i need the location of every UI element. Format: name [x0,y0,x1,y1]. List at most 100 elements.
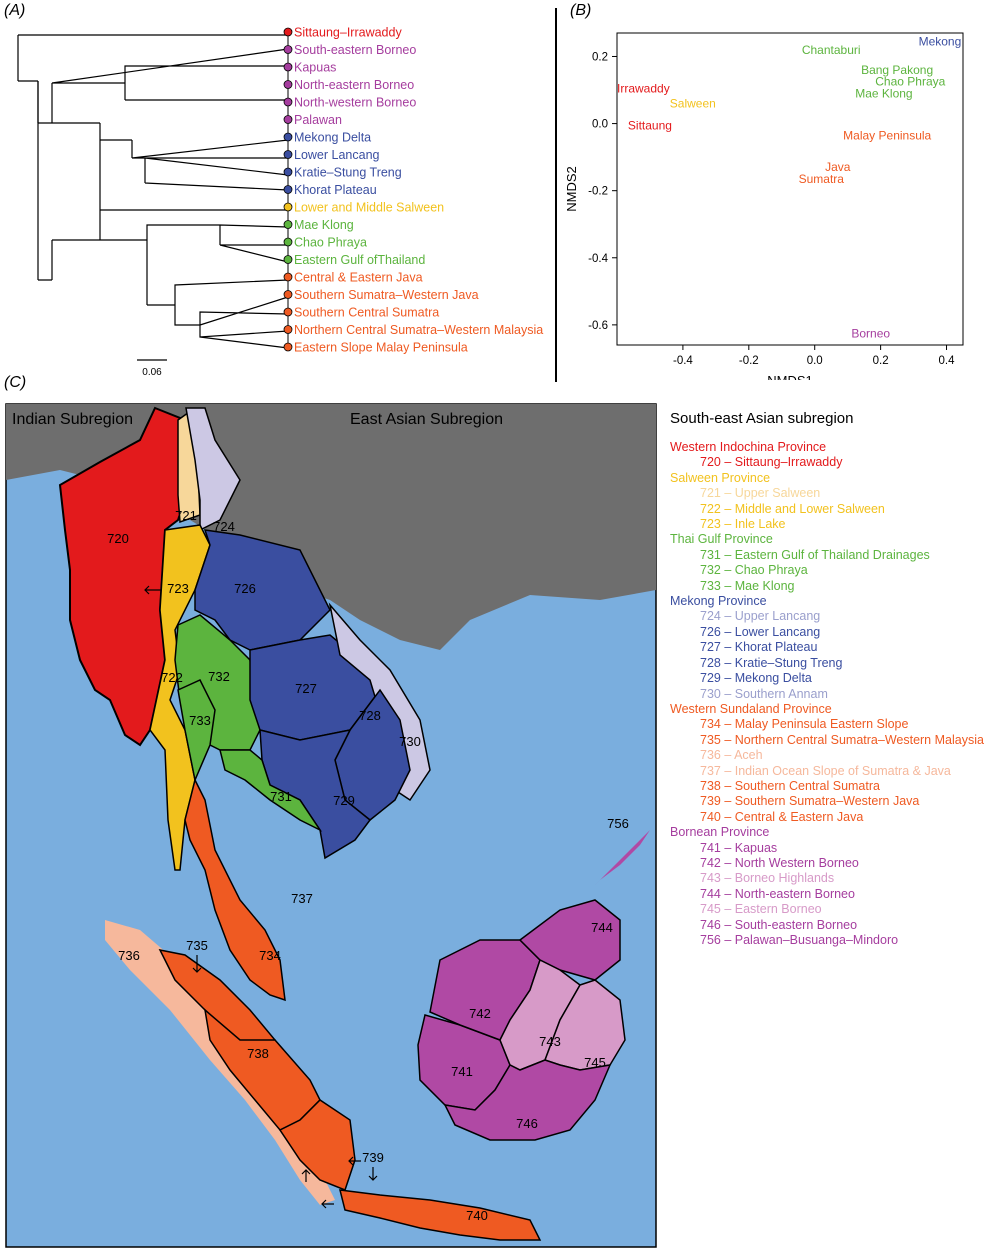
map-arrow [368,1167,378,1181]
legend-province: Western Sundaland Province [670,701,832,716]
legend-item: 737 – Indian Ocean Slope of Sumatra & Ja… [700,763,951,778]
tree-tip-label: North-western Borneo [294,96,416,110]
panel-c-label: (C) [4,374,27,391]
legend-item: 745 – Eastern Borneo [700,902,822,917]
tree-tip-label: Khorat Plateau [294,183,377,197]
indian-subregion-label: Indian Subregion [12,411,133,428]
legend-item: 721 – Upper Salween [700,486,821,501]
region-756 [595,830,650,885]
region-label-726: 726 [234,581,256,596]
tree-tip-label: Southern Central Sumatra [294,306,439,320]
tree-tip-marker [283,202,293,212]
tree-branches [17,34,289,280]
region-label-746: 746 [516,1116,538,1131]
legend-item: 731 – Eastern Gulf of Thailand Drainages [700,547,930,562]
east-asian-subregion-label: East Asian Subregion [350,411,503,428]
tree-branch-1 [52,140,289,263]
region-label-756: 756 [607,816,629,831]
legend-item: 729 – Mekong Delta [700,671,812,686]
region-label-734: 734 [259,948,281,963]
y-tick-label: -0.6 [588,320,608,332]
tree-tip-label: Eastern Gulf ofThailand [294,253,425,267]
legend-item: 734 – Malay Peninsula Eastern Slope [700,717,909,732]
tree-tip-label: Mekong Delta [294,131,371,145]
legend-item: 728 – Kratie–Stung Treng [700,655,843,670]
region-label-745: 745 [584,1055,606,1070]
region-label-743: 743 [539,1034,561,1049]
y-tick-label: -0.2 [588,186,608,198]
tree-tip-label: Northern Central Sumatra–Western Malaysi… [294,323,543,337]
legend-province: Western Indochina Province [670,440,827,454]
region-label-729: 729 [333,793,355,808]
phylogenetic-tree: Sittaung–Irrawaddy South-eastern Borneo Ka… [17,26,543,378]
legend-item: 726 – Lower Lancang [700,624,821,639]
region-label-730: 730 [399,734,421,749]
tree-tip-label: Chao Phraya [294,236,367,250]
tree-tip-marker [283,220,293,229]
legend-province: Salween Province [670,470,771,485]
tree-tip-marker [283,307,293,317]
tree-tip-marker [283,115,293,124]
tree-tip-marker [283,150,293,159]
nmds-plot: -0.4 -0.2 0.0 0.2 0.4 0.2 0.0 -0.2 -0.4 -0.6 NMDS1… [564,32,964,380]
nmds-point-label: Malay Peninsula [843,128,931,142]
tree-tip-label: North-eastern Borneo [294,78,414,92]
x-tick-label: 0.0 [807,355,823,367]
legend-item: 742 – North Western Borneo [700,855,859,870]
tree-tip-label: Mae Klong [294,218,354,232]
nmds-point-label: Mae Klong [855,86,912,100]
legend-item: 740 – Central & Eastern Java [700,809,864,824]
tree-tip-label: Lower Lancang [294,148,380,162]
map-arrow [321,1199,334,1209]
map-arrow [192,955,202,973]
region-label-721: 721 [175,508,197,523]
region-739 [278,1099,356,1191]
x-tick-label: 0.4 [939,355,956,367]
legend-item: 727 – Khorat Plateau [700,640,818,655]
legend-title: South-east Asian subregion [670,410,854,427]
map-labels: 720 721 722 723 724 726 727 728 729 730 731 732 733 7… [107,508,629,1223]
legend-item: 733 – Mae Klong [700,578,795,593]
region-724 [185,407,241,532]
nmds-point-label: Sittaung [628,118,672,132]
tree-tip-marker [283,185,293,194]
scale-bar-label: 0.06 [142,367,162,378]
tree-tip-label: Central & Eastern Java [294,271,423,285]
legend-item: 744 – North-eastern Borneo [700,886,855,901]
tree-tip-marker [283,167,293,177]
tree-tip-label: Eastern Slope Malay Peninsula [294,341,468,355]
region-label-736: 736 [118,948,140,963]
region-label-744: 744 [591,920,613,935]
tree-branch-0 [99,123,289,191]
tree-tip-marker [283,255,293,264]
region-746 [443,1059,612,1141]
legend-item: 746 – South-eastern Borneo [700,917,858,932]
legend-item: 739 – Southern Sumatra–Western Java [700,794,920,809]
tree-tip-label: Southern Sumatra–Western Java [294,288,479,302]
map-legend: South-east Asian subregion Western Indoc… [670,410,1000,948]
region-label-739: 739 [362,1150,384,1165]
region-label-737: 737 [291,891,313,906]
legend-item: 723 – Inle Lake [700,517,786,532]
y-axis-label: NMDS2 [564,166,579,212]
tree-branch-3 [38,240,53,281]
tree-tip-marker [283,325,293,334]
panel-b-label: (B) [570,2,592,19]
legend-province: Bornean Province [670,825,770,840]
region-label-728: 728 [359,708,381,723]
tree-tip-marker [283,80,293,89]
legend-item: 736 – Aceh [700,748,763,763]
tree-tips: Sittaung–Irrawaddy South-eastern Borneo Ka… [283,26,543,355]
map-arrow [301,1169,311,1182]
legend-item: 743 – Borneo Highlands [700,871,835,886]
x-axis-label: NMDS1 [767,373,813,380]
region-label-732: 732 [208,669,230,684]
region-label-724: 724 [213,519,235,534]
tree-tip-label: Sittaung–Irrawaddy [294,26,402,40]
nmds-point-label: Chao Phraya [875,75,945,89]
region-731 [219,749,323,832]
tree-tip-label: South-eastern Borneo [294,43,416,57]
legend-item: 724 – Upper Lancang [700,609,821,624]
map-arrow [348,1156,361,1166]
region-label-738: 738 [247,1046,269,1061]
